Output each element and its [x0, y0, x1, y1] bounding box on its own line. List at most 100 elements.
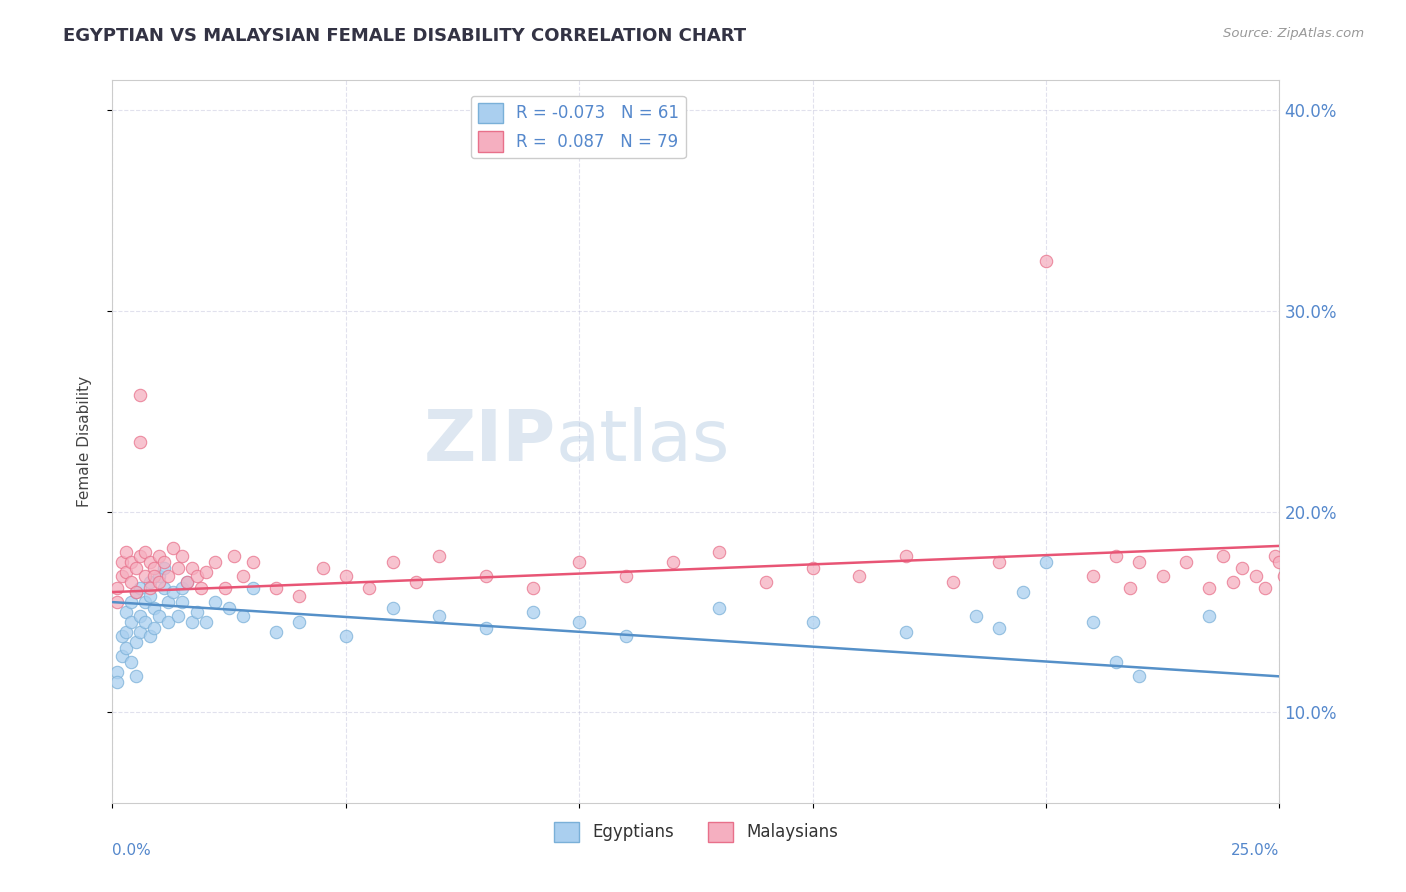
Point — [162, 541, 184, 555]
Point — [1198, 609, 1220, 624]
Point — [115, 545, 138, 559]
Point — [115, 641, 138, 656]
Point — [1212, 549, 1234, 563]
Point — [242, 555, 264, 569]
Text: EGYPTIAN VS MALAYSIAN FEMALE DISABILITY CORRELATION CHART: EGYPTIAN VS MALAYSIAN FEMALE DISABILITY … — [63, 27, 747, 45]
Point — [153, 561, 176, 575]
Point — [264, 625, 287, 640]
Point — [288, 589, 311, 603]
Point — [661, 555, 683, 569]
Point — [1268, 555, 1291, 569]
Point — [614, 569, 637, 583]
Point — [335, 569, 357, 583]
Point — [153, 555, 176, 569]
Point — [214, 581, 236, 595]
Point — [894, 625, 917, 640]
Legend: Egyptians, Malaysians: Egyptians, Malaysians — [547, 815, 845, 848]
Point — [129, 581, 152, 595]
Point — [176, 574, 198, 589]
Point — [162, 585, 184, 599]
Point — [125, 561, 148, 575]
Point — [381, 555, 404, 569]
Point — [218, 601, 240, 615]
Point — [153, 581, 176, 595]
Point — [1128, 555, 1150, 569]
Point — [1128, 669, 1150, 683]
Point — [1035, 555, 1057, 569]
Point — [232, 569, 254, 583]
Point — [475, 569, 498, 583]
Point — [143, 561, 166, 575]
Point — [568, 555, 591, 569]
Point — [801, 561, 824, 575]
Point — [1081, 615, 1104, 630]
Point — [522, 581, 544, 595]
Point — [129, 388, 152, 402]
Point — [1105, 549, 1128, 563]
Point — [568, 615, 591, 630]
Point — [111, 569, 134, 583]
Point — [755, 574, 778, 589]
Point — [148, 569, 170, 583]
Text: Source: ZipAtlas.com: Source: ZipAtlas.com — [1223, 27, 1364, 40]
Point — [1292, 569, 1315, 583]
Point — [1105, 655, 1128, 669]
Point — [190, 581, 212, 595]
Point — [148, 609, 170, 624]
Point — [120, 615, 142, 630]
Point — [405, 574, 427, 589]
Point — [134, 545, 156, 559]
Point — [111, 555, 134, 569]
Point — [143, 569, 166, 583]
Point — [359, 581, 381, 595]
Point — [1282, 555, 1305, 569]
Text: 0.0%: 0.0% — [112, 843, 152, 857]
Text: atlas: atlas — [555, 407, 730, 476]
Point — [427, 609, 450, 624]
Point — [242, 581, 264, 595]
Point — [311, 561, 333, 575]
Point — [143, 621, 166, 635]
Point — [801, 615, 824, 630]
Point — [129, 434, 152, 449]
Point — [1254, 581, 1277, 595]
Point — [120, 595, 142, 609]
Point — [105, 595, 128, 609]
Point — [848, 569, 870, 583]
Point — [172, 581, 194, 595]
Point — [335, 629, 357, 643]
Point — [115, 605, 138, 619]
Point — [105, 675, 128, 690]
Point — [139, 581, 162, 595]
Point — [134, 569, 156, 583]
Point — [139, 555, 162, 569]
Point — [125, 669, 148, 683]
Point — [157, 595, 180, 609]
Point — [475, 621, 498, 635]
Point — [1244, 569, 1267, 583]
Point — [894, 549, 917, 563]
Point — [232, 609, 254, 624]
Point — [180, 561, 202, 575]
Y-axis label: Female Disability: Female Disability — [77, 376, 91, 508]
Point — [120, 555, 142, 569]
Point — [111, 629, 134, 643]
Point — [1035, 253, 1057, 268]
Point — [157, 615, 180, 630]
Point — [176, 574, 198, 589]
Point — [186, 569, 208, 583]
Point — [1296, 581, 1319, 595]
Point — [105, 581, 128, 595]
Point — [709, 601, 731, 615]
Point — [288, 615, 311, 630]
Point — [115, 565, 138, 579]
Point — [120, 574, 142, 589]
Point — [166, 561, 188, 575]
Point — [1272, 569, 1295, 583]
Point — [381, 601, 404, 615]
Point — [172, 549, 194, 563]
Point — [111, 649, 134, 664]
Point — [143, 601, 166, 615]
Point — [129, 549, 152, 563]
Point — [1278, 581, 1301, 595]
